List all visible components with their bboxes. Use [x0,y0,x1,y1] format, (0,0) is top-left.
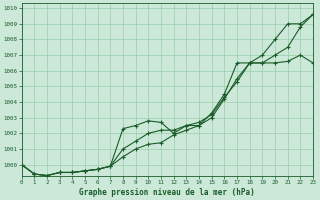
X-axis label: Graphe pression niveau de la mer (hPa): Graphe pression niveau de la mer (hPa) [79,188,255,197]
